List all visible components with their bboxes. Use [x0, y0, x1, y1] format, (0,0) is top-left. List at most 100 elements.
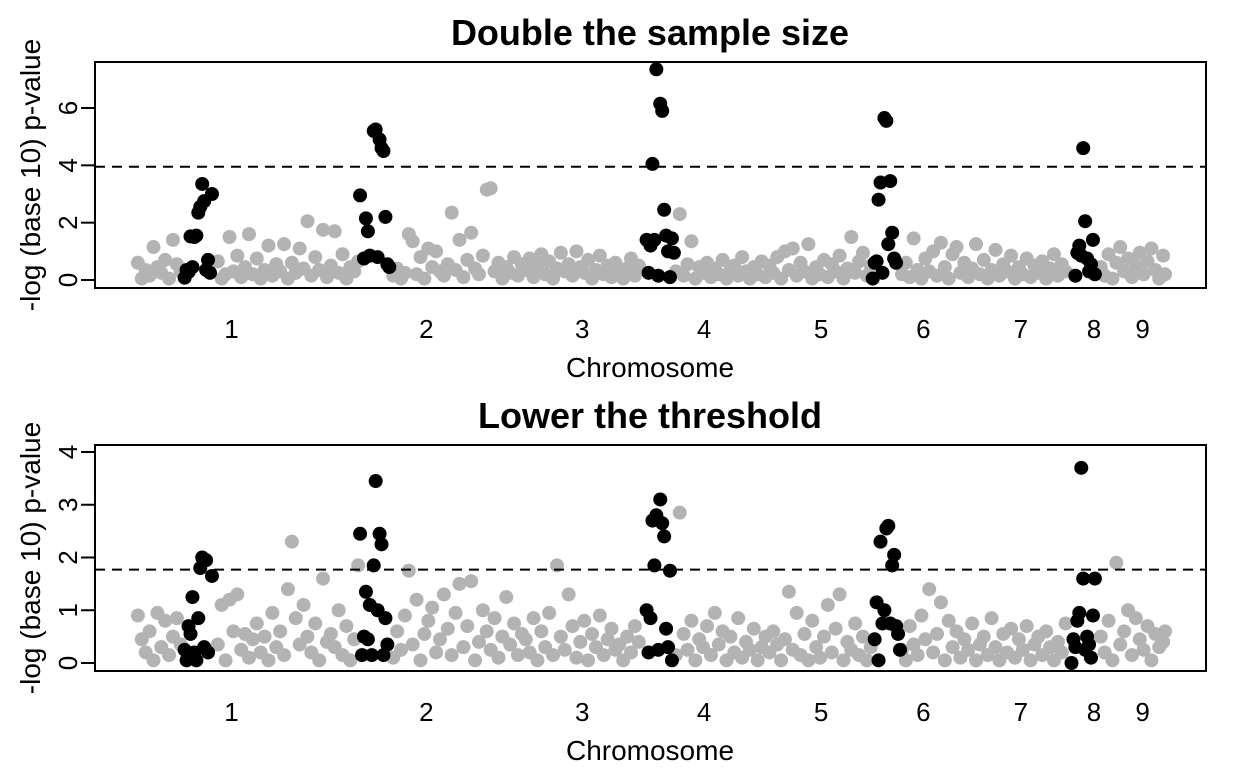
background-point	[241, 650, 256, 665]
background-point	[530, 653, 545, 668]
background-point	[1117, 624, 1132, 639]
background-point	[319, 270, 334, 285]
background-point	[409, 592, 424, 607]
background-point	[937, 260, 952, 275]
signal-point	[661, 640, 676, 655]
background-point	[731, 611, 746, 626]
background-point	[146, 653, 161, 668]
background-point	[158, 252, 173, 267]
background-point	[569, 244, 584, 259]
background-point	[503, 637, 518, 652]
background-point	[573, 634, 588, 649]
signal-point	[875, 265, 890, 280]
background-point	[553, 629, 568, 644]
background-point	[620, 629, 635, 644]
background-point	[417, 626, 432, 641]
background-point	[1158, 267, 1173, 282]
background-point	[339, 619, 354, 634]
panel-top: Double the sample size -log (base 10) p-…	[15, 12, 1207, 383]
signal-point	[370, 250, 385, 265]
background-point	[1124, 648, 1139, 663]
signal-point	[657, 529, 672, 544]
background-point	[569, 650, 584, 665]
x-tick-label-chr-4: 4	[697, 697, 711, 727]
background-point	[933, 235, 948, 250]
background-point	[828, 621, 843, 636]
background-point	[436, 268, 451, 283]
background-point	[1101, 613, 1116, 628]
background-point	[781, 584, 796, 599]
background-point	[169, 611, 184, 626]
panel-top-background-points	[130, 181, 1173, 286]
signal-point	[889, 255, 904, 270]
background-point	[848, 265, 863, 280]
background-point	[327, 224, 342, 239]
signal-point	[353, 188, 368, 203]
panel-top-x-axis-label: Chromosome	[566, 352, 734, 383]
background-point	[518, 632, 533, 647]
signal-point	[1084, 650, 1099, 665]
background-point	[413, 653, 428, 668]
y-tick-label: 4	[53, 158, 83, 172]
x-tick-label-chr-3: 3	[575, 314, 589, 344]
background-point	[684, 613, 699, 628]
background-point	[631, 258, 646, 273]
background-point	[471, 267, 486, 282]
background-point	[452, 232, 467, 247]
panel-top-x-ticks: 1 2 3 4 5 6 7 8 9	[224, 314, 1150, 344]
background-point	[688, 653, 703, 668]
background-point	[801, 237, 816, 252]
background-point	[1144, 653, 1159, 668]
signal-point	[364, 648, 379, 663]
background-point	[824, 645, 839, 660]
background-point	[836, 653, 851, 668]
signal-point	[655, 516, 670, 531]
background-point	[561, 257, 576, 272]
background-point	[397, 608, 412, 623]
background-point	[816, 629, 831, 644]
background-point	[577, 613, 592, 628]
signal-point	[1072, 605, 1087, 620]
background-point	[553, 245, 568, 260]
background-point	[933, 595, 948, 610]
background-point	[456, 270, 471, 285]
background-point	[146, 240, 161, 255]
background-point	[401, 563, 416, 578]
y-tick-label: 2	[53, 550, 83, 564]
background-point	[1128, 611, 1143, 626]
x-tick-label-chr-6: 6	[916, 314, 930, 344]
background-point	[930, 626, 945, 641]
x-tick-label-chr-8: 8	[1087, 314, 1101, 344]
signal-point	[877, 603, 892, 618]
background-point	[592, 608, 607, 623]
background-point	[750, 653, 765, 668]
panel-top-y-ticks: 0 2 4 6	[53, 101, 96, 287]
signal-point	[1074, 460, 1089, 475]
background-point	[676, 626, 691, 641]
signal-point	[202, 265, 217, 280]
background-point	[479, 624, 494, 639]
background-point	[444, 648, 459, 663]
x-tick-label-chr-6: 6	[916, 697, 930, 727]
background-point	[425, 600, 440, 615]
background-point	[300, 214, 315, 229]
background-point	[464, 574, 479, 589]
background-point	[684, 234, 699, 249]
signal-point	[189, 653, 204, 668]
background-point	[703, 648, 718, 663]
background-point	[1136, 642, 1151, 657]
background-point	[627, 619, 642, 634]
background-point	[142, 624, 157, 639]
background-point	[711, 637, 726, 652]
signal-point	[376, 144, 391, 158]
background-point	[448, 605, 463, 620]
signal-point	[185, 260, 200, 275]
signal-point	[191, 611, 206, 626]
signal-point	[358, 584, 373, 599]
signal-point	[883, 174, 898, 189]
signal-point	[1078, 214, 1093, 229]
background-point	[456, 640, 471, 655]
background-point	[323, 626, 338, 641]
signal-point	[204, 187, 219, 201]
x-tick-label-chr-7: 7	[1014, 314, 1028, 344]
